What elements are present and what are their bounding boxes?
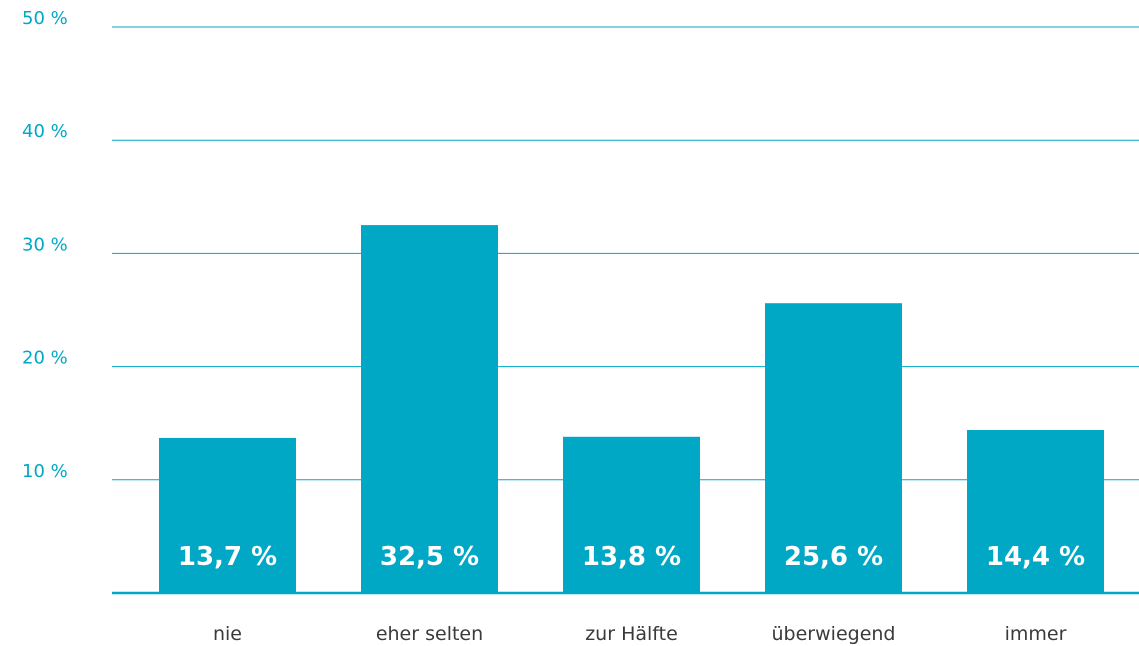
x-tick-labels: nie eher selten zur Hälfte überwiegend immer [213, 623, 1067, 645]
data-label: 32,5 % [380, 542, 479, 572]
x-tick-label: überwiegend [772, 623, 896, 645]
y-tick-label: 50 % [22, 8, 68, 29]
data-label: 13,7 % [178, 542, 277, 572]
y-tick-label: 10 % [22, 461, 68, 482]
bar-3 [765, 303, 902, 593]
data-labels: 13,7 % 32,5 % 13,8 % 25,6 % 14,4 % [178, 542, 1085, 572]
y-tick-labels: 10 % 20 % 30 % 40 % 50 % [22, 8, 68, 482]
x-tick-label: eher selten [376, 623, 483, 645]
bar-4 [967, 429, 1104, 593]
y-tick-label: 40 % [22, 121, 68, 142]
x-tick-label: zur Hälfte [585, 623, 678, 645]
grid-layer [112, 26, 1139, 481]
data-label: 13,8 % [582, 542, 681, 572]
y-tick-label: 30 % [22, 234, 68, 255]
data-label: 25,6 % [784, 542, 883, 572]
data-label: 14,4 % [986, 542, 1085, 572]
bar-1 [361, 225, 498, 593]
bars [159, 225, 1104, 593]
x-tick-label: nie [213, 623, 242, 645]
x-tick-label: immer [1005, 623, 1067, 645]
y-tick-label: 20 % [22, 348, 68, 369]
bar-0 [159, 437, 296, 593]
bar-2 [563, 436, 700, 593]
